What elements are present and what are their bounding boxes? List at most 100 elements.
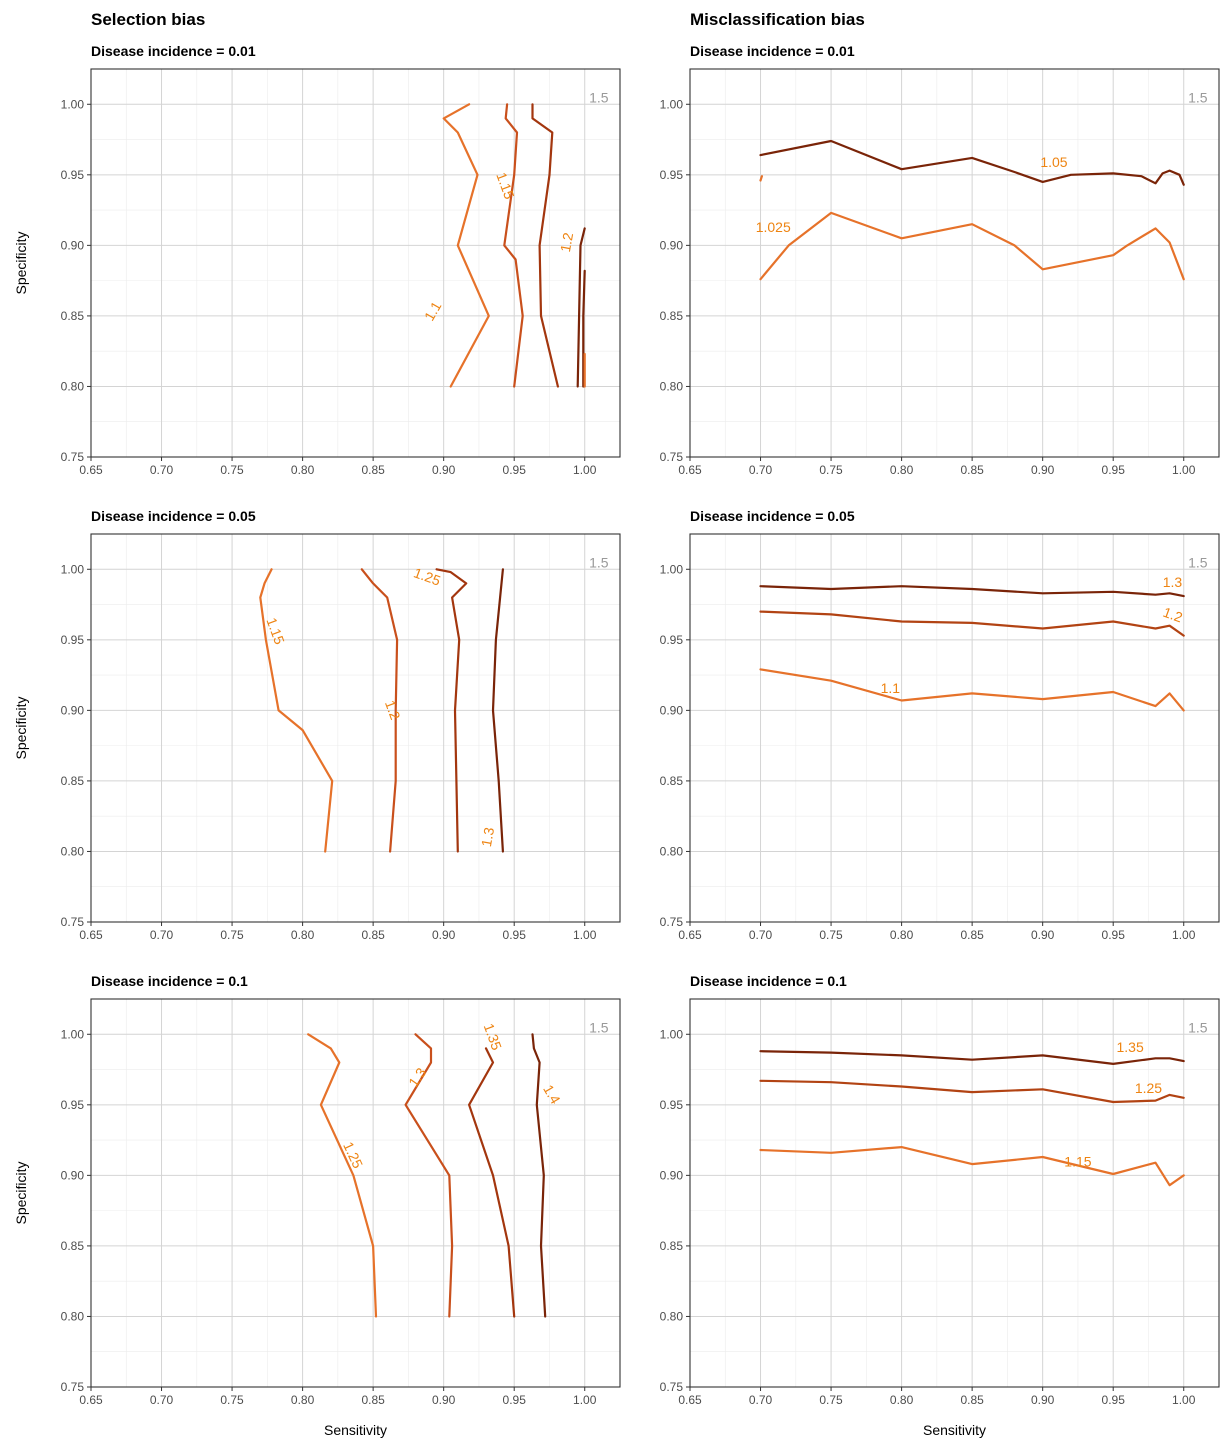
x-tick-label: 0.65 bbox=[678, 928, 702, 942]
contour-label: 1.5 bbox=[589, 554, 609, 570]
contour-label: 1.5 bbox=[1188, 554, 1208, 570]
y-tick-label: 0.85 bbox=[61, 309, 85, 323]
y-tick-label: 0.80 bbox=[660, 379, 684, 393]
x-tick-label: 0.70 bbox=[150, 1393, 174, 1407]
contour-label: 1.025 bbox=[756, 219, 791, 235]
contour-label: 1.5 bbox=[1188, 89, 1208, 105]
x-tick-label: 0.65 bbox=[678, 1393, 702, 1407]
contour-line-1 bbox=[259, 568, 334, 853]
y-tick-label: 0.90 bbox=[660, 1168, 684, 1182]
y-tick-label: 0.80 bbox=[61, 379, 85, 393]
y-axis-title: Specificity bbox=[13, 696, 29, 759]
x-tick-label: 0.75 bbox=[819, 928, 843, 942]
contour-line-2 bbox=[503, 103, 524, 388]
panel-2-selection: Disease incidence = 0.05 0.65 0.70 0.75 0.80… bbox=[13, 508, 621, 942]
x-tick-label: 0.75 bbox=[220, 463, 244, 477]
contour-line-1 bbox=[759, 1050, 1185, 1065]
x-tick-label: 0.70 bbox=[749, 928, 773, 942]
x-tick-label: 0.75 bbox=[819, 1393, 843, 1407]
x-tick-label: 0.80 bbox=[890, 463, 914, 477]
x-tick-label: 0.85 bbox=[960, 463, 984, 477]
contour-line-4 bbox=[491, 568, 504, 853]
x-axis-title: Sensitivity bbox=[923, 1422, 986, 1438]
x-tick-label: 0.95 bbox=[1102, 928, 1126, 942]
contour-label: 1.1 bbox=[881, 680, 901, 696]
contour-label: 1.4 bbox=[540, 1082, 564, 1107]
x-axis-title: Sensitivity bbox=[324, 1422, 387, 1438]
y-tick-label: 0.95 bbox=[61, 633, 85, 647]
x-tick-label: 0.80 bbox=[291, 928, 315, 942]
contour-label: 1.5 bbox=[1188, 1019, 1208, 1035]
x-tick-label: 0.80 bbox=[291, 463, 315, 477]
contour-label: 1.2 bbox=[1161, 604, 1185, 626]
y-tick-label: 1.00 bbox=[61, 97, 85, 111]
panel-2-misclassification: Disease incidence = 0.05 0.65 0.70 0.75 0.80… bbox=[660, 508, 1220, 942]
x-tick-label: 0.70 bbox=[150, 463, 174, 477]
column-title-misclassification-bias: Misclassification bias bbox=[690, 10, 865, 29]
x-tick-label: 0.80 bbox=[890, 928, 914, 942]
x-tick-label: 0.75 bbox=[220, 1393, 244, 1407]
y-tick-label: 0.80 bbox=[660, 1309, 684, 1323]
contour-line-2 bbox=[759, 211, 1185, 281]
y-tick-label: 0.80 bbox=[61, 844, 85, 858]
y-tick-label: 0.75 bbox=[61, 1380, 85, 1394]
x-tick-label: 0.95 bbox=[1102, 1393, 1126, 1407]
y-tick-label: 1.00 bbox=[61, 1027, 85, 1041]
contour-line-3 bbox=[759, 668, 1185, 712]
x-tick-label: 0.90 bbox=[1031, 1393, 1055, 1407]
contour-line-4 bbox=[531, 1033, 547, 1318]
x-tick-label: 0.90 bbox=[432, 463, 456, 477]
y-tick-label: 1.00 bbox=[660, 97, 684, 111]
contour-line-3 bbox=[531, 103, 559, 388]
panel-title: Disease incidence = 0.01 bbox=[690, 43, 855, 59]
x-tick-label: 0.95 bbox=[503, 1393, 527, 1407]
contour-line-2 bbox=[759, 610, 1185, 637]
panel-1-selection: Disease incidence = 0.01 0.65 0.70 0.75 0.80… bbox=[13, 43, 621, 477]
contour-line-1 bbox=[442, 103, 490, 388]
contour-label: 1.2 bbox=[382, 698, 404, 722]
panel-title: Disease incidence = 0.05 bbox=[91, 508, 256, 524]
y-tick-label: 0.95 bbox=[61, 168, 85, 182]
panel-border bbox=[90, 533, 621, 923]
contour-label: 1.25 bbox=[412, 564, 443, 588]
x-tick-label: 1.00 bbox=[573, 463, 597, 477]
panel-border bbox=[689, 533, 1220, 923]
contour-label: 1.25 bbox=[1135, 1080, 1162, 1096]
panel-title: Disease incidence = 0.01 bbox=[91, 43, 256, 59]
y-tick-label: 0.90 bbox=[61, 703, 85, 717]
x-tick-label: 0.65 bbox=[79, 928, 103, 942]
panel-border bbox=[689, 998, 1220, 1388]
x-tick-label: 0.70 bbox=[749, 1393, 773, 1407]
x-tick-label: 1.00 bbox=[573, 928, 597, 942]
y-tick-label: 0.90 bbox=[660, 703, 684, 717]
contour-label: 1.5 bbox=[589, 89, 609, 105]
contour-line-1 bbox=[307, 1033, 378, 1318]
y-tick-label: 0.90 bbox=[61, 238, 85, 252]
contour-label: 1.05 bbox=[1040, 154, 1067, 170]
y-tick-label: 0.80 bbox=[660, 844, 684, 858]
y-tick-label: 0.95 bbox=[660, 168, 684, 182]
x-tick-label: 0.90 bbox=[432, 928, 456, 942]
contour-line-5 bbox=[582, 269, 586, 388]
x-tick-label: 0.80 bbox=[291, 1393, 315, 1407]
y-axis-title: Specificity bbox=[13, 231, 29, 294]
y-tick-label: 0.75 bbox=[660, 450, 684, 464]
y-tick-label: 1.00 bbox=[61, 562, 85, 576]
x-tick-label: 0.75 bbox=[819, 463, 843, 477]
x-tick-label: 0.80 bbox=[890, 1393, 914, 1407]
x-tick-label: 1.00 bbox=[1172, 463, 1196, 477]
y-tick-label: 0.80 bbox=[61, 1309, 85, 1323]
x-tick-label: 0.85 bbox=[361, 928, 385, 942]
y-tick-label: 0.85 bbox=[660, 309, 684, 323]
contour-line-4 bbox=[576, 227, 586, 388]
x-tick-label: 0.95 bbox=[1102, 463, 1126, 477]
y-tick-label: 0.95 bbox=[660, 1098, 684, 1112]
x-tick-label: 0.65 bbox=[678, 463, 702, 477]
y-tick-label: 0.85 bbox=[660, 774, 684, 788]
y-tick-label: 0.90 bbox=[660, 238, 684, 252]
contour-label: 1.1 bbox=[421, 298, 445, 323]
y-tick-label: 0.95 bbox=[660, 633, 684, 647]
panel-3-selection: Disease incidence = 0.1 0.65 0.70 0.75 0.80 0… bbox=[13, 973, 621, 1438]
x-tick-label: 1.00 bbox=[1172, 928, 1196, 942]
